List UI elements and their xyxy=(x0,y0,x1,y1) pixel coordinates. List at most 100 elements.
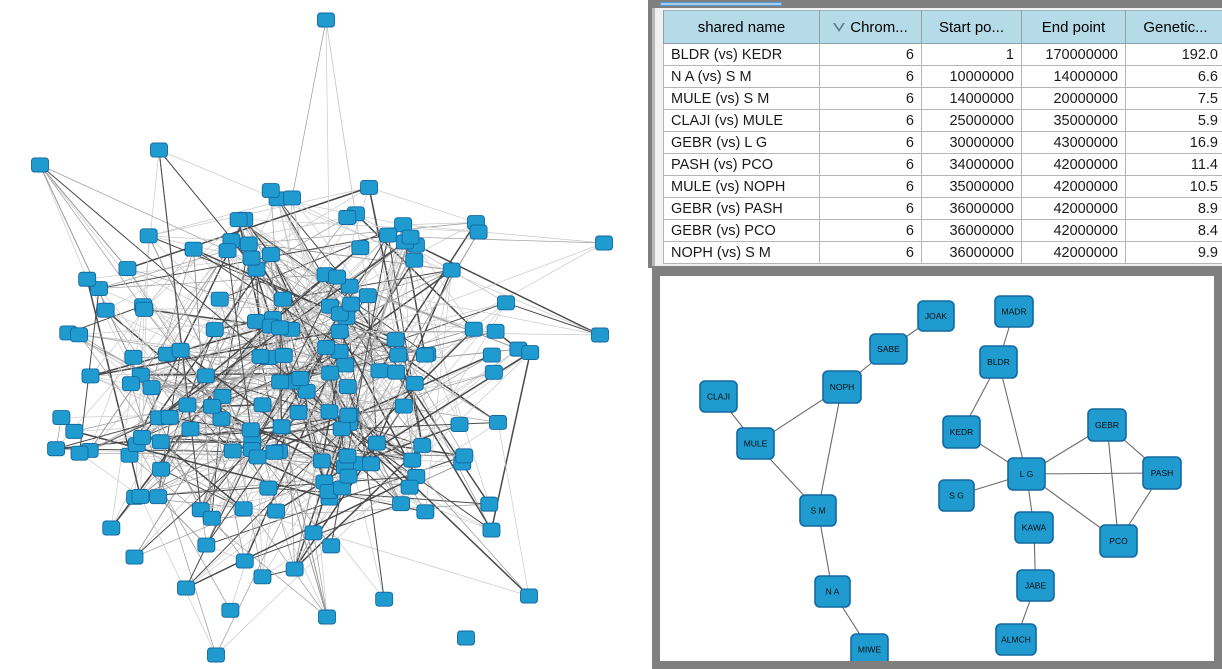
subnetwork-node[interactable]: GEBR xyxy=(1087,408,1127,442)
table-row[interactable]: MULE (vs) S M 6 14000000 20000000 7.5 xyxy=(663,87,1222,110)
table-row[interactable]: CLAJI (vs) MULE 6 25000000 35000000 5.9 xyxy=(663,109,1222,132)
dense-network-edge[interactable] xyxy=(39,164,202,510)
cell-chromosome[interactable]: 6 xyxy=(819,131,922,154)
dense-network-node[interactable] xyxy=(486,323,505,339)
cell-genetic[interactable]: 10.5 xyxy=(1125,175,1222,198)
cell-start_point[interactable]: 36000000 xyxy=(921,197,1022,220)
dense-network-node[interactable] xyxy=(339,407,358,423)
dense-network-edge[interactable] xyxy=(325,19,380,371)
subnetwork-node[interactable]: MADR xyxy=(994,295,1034,328)
subnetwork-edge[interactable] xyxy=(997,361,1028,475)
dense-network-edge[interactable] xyxy=(39,164,88,280)
dense-network-node[interactable] xyxy=(367,435,386,451)
dense-network-edge[interactable] xyxy=(89,305,144,451)
dense-network-node[interactable] xyxy=(405,375,424,391)
dense-network-edge[interactable] xyxy=(279,327,417,477)
dense-network-node[interactable] xyxy=(362,456,381,472)
cell-end_point[interactable]: 43000000 xyxy=(1021,131,1126,154)
cell-genetic[interactable]: 11.4 xyxy=(1125,153,1222,176)
dense-network-node[interactable] xyxy=(253,397,272,413)
cell-start_point[interactable]: 10000000 xyxy=(921,65,1022,88)
cell-genetic[interactable]: 5.9 xyxy=(1125,109,1222,132)
dense-network-edge[interactable] xyxy=(219,295,368,300)
dense-network-edge[interactable] xyxy=(142,149,160,306)
dense-network-node[interactable] xyxy=(218,243,237,259)
subnetwork-edge[interactable] xyxy=(1106,424,1120,542)
dense-network-edge[interactable] xyxy=(158,149,601,336)
dense-network-node[interactable] xyxy=(253,569,272,585)
cell-chromosome[interactable]: 6 xyxy=(819,153,922,176)
dense-network-node[interactable] xyxy=(482,522,501,538)
dense-network-edge[interactable] xyxy=(497,422,530,597)
dense-network-edge[interactable] xyxy=(157,496,207,546)
cell-chromosome[interactable]: 6 xyxy=(819,65,922,88)
cell-shared_name[interactable]: PASH (vs) PCO xyxy=(663,153,820,176)
cell-shared_name[interactable]: MULE (vs) S M xyxy=(663,87,820,110)
dense-network-edge[interactable] xyxy=(505,302,601,336)
edge-attribute-table[interactable]: shared name Chrom... Start po... End poi… xyxy=(663,10,1222,264)
dense-network-node[interactable] xyxy=(351,240,370,256)
dense-network-node[interactable] xyxy=(205,322,224,338)
cell-start_point[interactable]: 1 xyxy=(921,43,1022,66)
dense-network-edge[interactable] xyxy=(187,404,234,452)
dense-network-edge[interactable] xyxy=(158,149,257,270)
dense-network-node[interactable] xyxy=(135,301,154,317)
dense-network-node[interactable] xyxy=(413,437,432,453)
table-row[interactable]: N A (vs) S M 6 10000000 14000000 6.6 xyxy=(663,65,1222,88)
cell-end_point[interactable]: 42000000 xyxy=(1021,153,1126,176)
dense-network-node[interactable] xyxy=(387,364,406,380)
dense-network-edge[interactable] xyxy=(299,269,453,380)
dense-network-edge[interactable] xyxy=(68,332,331,374)
dense-network-edge[interactable] xyxy=(140,313,340,376)
dense-network-edge[interactable] xyxy=(270,254,350,424)
cell-end_point[interactable]: 14000000 xyxy=(1021,65,1126,88)
dense-network-node[interactable] xyxy=(70,445,89,461)
dense-network-edge[interactable] xyxy=(169,414,349,418)
descending-sort-triangle-icon[interactable] xyxy=(833,23,846,33)
cell-genetic[interactable]: 16.9 xyxy=(1125,131,1222,154)
table-row[interactable]: MULE (vs) NOPH 6 35000000 42000000 10.5 xyxy=(663,175,1222,198)
dense-network-node[interactable] xyxy=(482,347,501,363)
dense-network-panel[interactable] xyxy=(0,0,648,669)
cell-end_point[interactable]: 42000000 xyxy=(1021,197,1126,220)
dense-network-edge[interactable] xyxy=(279,222,477,329)
dense-network-edge[interactable] xyxy=(274,424,460,453)
dense-network-edge[interactable] xyxy=(169,317,347,418)
dense-network-edge[interactable] xyxy=(187,347,327,406)
table-body[interactable]: BLDR (vs) KEDR 6 1 170000000 192.0 N A (vs) S… xyxy=(663,43,1222,264)
dense-network-edge[interactable] xyxy=(395,231,480,373)
dense-network-edge[interactable] xyxy=(136,444,244,510)
cell-start_point[interactable]: 36000000 xyxy=(921,241,1022,264)
dense-network-node[interactable] xyxy=(450,417,469,432)
dense-network-node[interactable] xyxy=(285,561,304,577)
dense-network-edge[interactable] xyxy=(339,330,428,355)
dense-network-node[interactable] xyxy=(96,302,115,318)
table-row[interactable]: BLDR (vs) KEDR 6 1 170000000 192.0 xyxy=(663,43,1222,66)
subnetwork-node[interactable]: PCO xyxy=(1099,524,1138,558)
table-row[interactable]: GEBR (vs) PASH 6 36000000 42000000 8.9 xyxy=(663,197,1222,220)
dense-network-node[interactable] xyxy=(271,374,290,390)
dense-network-node[interactable] xyxy=(81,368,100,384)
dense-network-node[interactable] xyxy=(283,190,301,206)
subnetwork-node[interactable]: PASH xyxy=(1142,456,1182,490)
dense-network-node[interactable] xyxy=(457,630,475,646)
subnetwork-edge[interactable] xyxy=(817,386,843,511)
dense-network-edge[interactable] xyxy=(148,235,340,315)
subnetwork-canvas[interactable]: JOAK SABE NOPH CLAJI MULE S M N A MIWE MADR BLDR K… xyxy=(660,276,1214,661)
dense-network-node[interactable] xyxy=(251,348,270,364)
dense-network-node[interactable] xyxy=(317,339,336,355)
dense-network-edge[interactable] xyxy=(368,187,477,223)
dense-network-node[interactable] xyxy=(273,291,292,307)
dense-network-edge[interactable] xyxy=(144,305,330,310)
dense-network-node[interactable] xyxy=(489,415,507,430)
cell-start_point[interactable]: 30000000 xyxy=(921,131,1022,154)
subnetwork-node[interactable]: JOAK xyxy=(917,300,955,332)
cell-chromosome[interactable]: 6 xyxy=(819,87,922,110)
cell-start_point[interactable]: 35000000 xyxy=(921,175,1022,198)
cell-end_point[interactable]: 170000000 xyxy=(1021,43,1126,66)
dense-network-node[interactable] xyxy=(394,398,413,414)
subnetwork-node[interactable]: MULE xyxy=(736,427,775,460)
dense-network-node[interactable] xyxy=(321,365,340,381)
dense-network-edge[interactable] xyxy=(278,451,328,618)
dense-network-edge[interactable] xyxy=(161,456,258,470)
